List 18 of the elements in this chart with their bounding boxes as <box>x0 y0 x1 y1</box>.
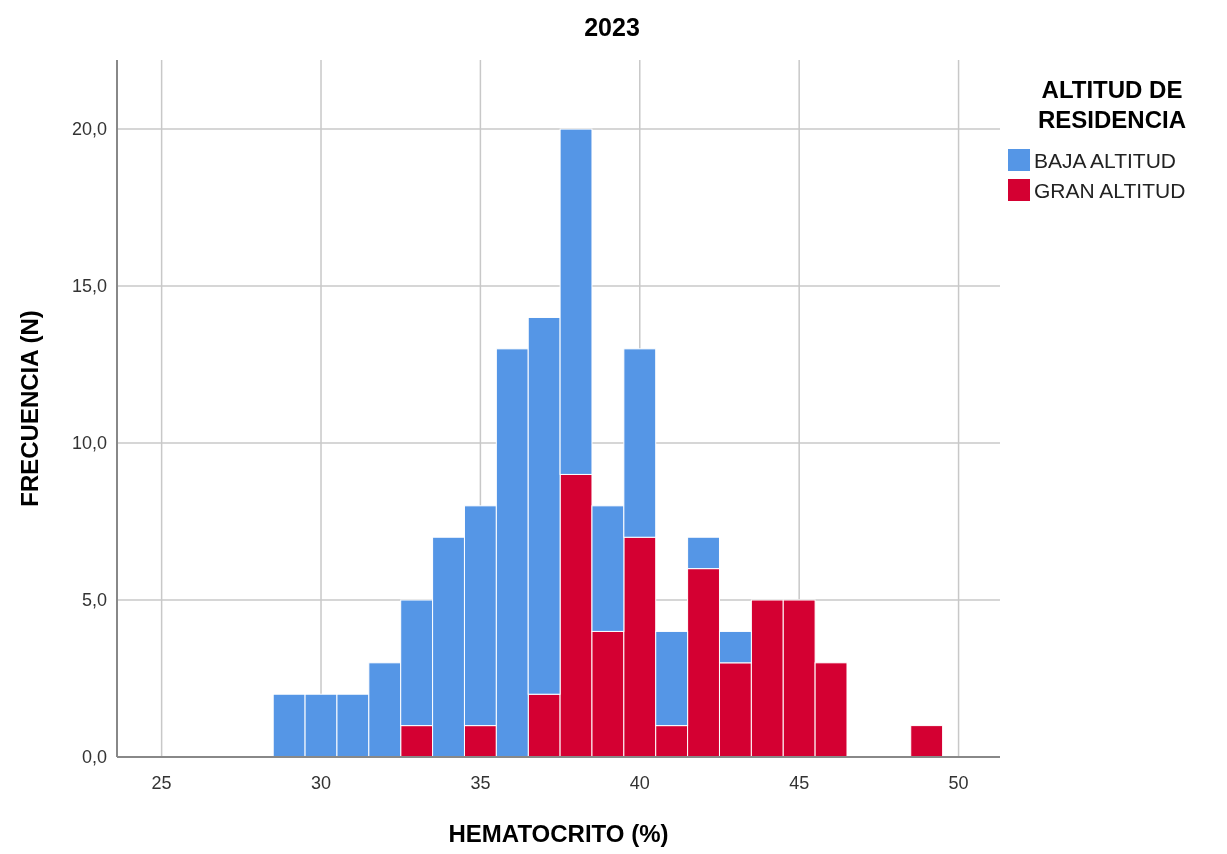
x-tick-label: 25 <box>151 773 172 793</box>
x-tick-label: 30 <box>311 773 332 793</box>
x-tick-label: 50 <box>948 773 969 793</box>
chart-title: 2023 <box>584 13 640 41</box>
x-axis-title: HEMATOCRITO (%) <box>448 820 669 847</box>
legend-label: GRAN ALTITUD <box>1034 179 1186 202</box>
y-tick-label: 10,0 <box>71 433 107 454</box>
x-tick-label: 35 <box>470 773 491 793</box>
x-tick-label: 45 <box>789 773 810 793</box>
legend-title: ALTITUD DE RESIDENCIA <box>1037 76 1187 133</box>
y-tick-label: 15,0 <box>71 276 107 297</box>
bar <box>910 725 944 758</box>
y-tick-label: 20,0 <box>71 119 107 140</box>
y-axis-title: FRECUENCIA (N) <box>16 310 43 507</box>
y-tick-label: 0,0 <box>81 747 107 767</box>
legend-label: BAJA ALTITUD <box>1034 149 1176 172</box>
y-tick-label: 5,0 <box>81 590 107 611</box>
x-tick-label: 40 <box>629 773 650 793</box>
